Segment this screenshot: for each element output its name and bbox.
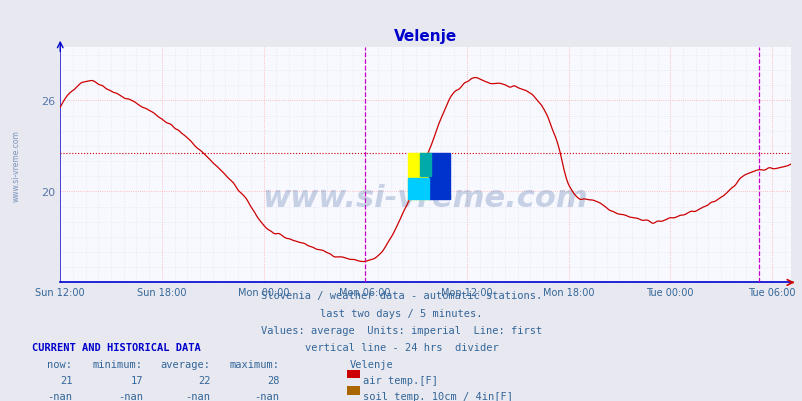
Text: last two days / 5 minutes.: last two days / 5 minutes.	[320, 308, 482, 318]
Bar	[419, 154, 431, 177]
Text: Slovenia / weather data - automatic stations.: Slovenia / weather data - automatic stat…	[261, 291, 541, 301]
Text: air temp.[F]: air temp.[F]	[363, 375, 437, 385]
Title: Velenje: Velenje	[394, 29, 456, 44]
Bar	[407, 179, 428, 199]
Text: vertical line - 24 hrs  divider: vertical line - 24 hrs divider	[304, 342, 498, 352]
Bar	[428, 154, 449, 199]
Text: -nan: -nan	[47, 391, 72, 401]
Text: -nan: -nan	[254, 391, 279, 401]
Text: Velenje: Velenje	[349, 359, 392, 369]
Text: minimum:: minimum:	[93, 359, 143, 369]
Text: 21: 21	[59, 375, 72, 385]
Text: maximum:: maximum:	[229, 359, 279, 369]
Text: average:: average:	[160, 359, 210, 369]
Bar	[407, 154, 428, 199]
Text: 17: 17	[130, 375, 143, 385]
Text: 22: 22	[197, 375, 210, 385]
Text: www.si-vreme.com: www.si-vreme.com	[262, 184, 588, 213]
Text: -nan: -nan	[185, 391, 210, 401]
Text: 28: 28	[266, 375, 279, 385]
Text: soil temp. 10cm / 4in[F]: soil temp. 10cm / 4in[F]	[363, 391, 512, 401]
Text: www.si-vreme.com: www.si-vreme.com	[12, 130, 21, 201]
Text: CURRENT AND HISTORICAL DATA: CURRENT AND HISTORICAL DATA	[32, 342, 200, 352]
Text: Values: average  Units: imperial  Line: first: Values: average Units: imperial Line: fi…	[261, 325, 541, 335]
Text: now:: now:	[47, 359, 72, 369]
Text: -nan: -nan	[118, 391, 143, 401]
